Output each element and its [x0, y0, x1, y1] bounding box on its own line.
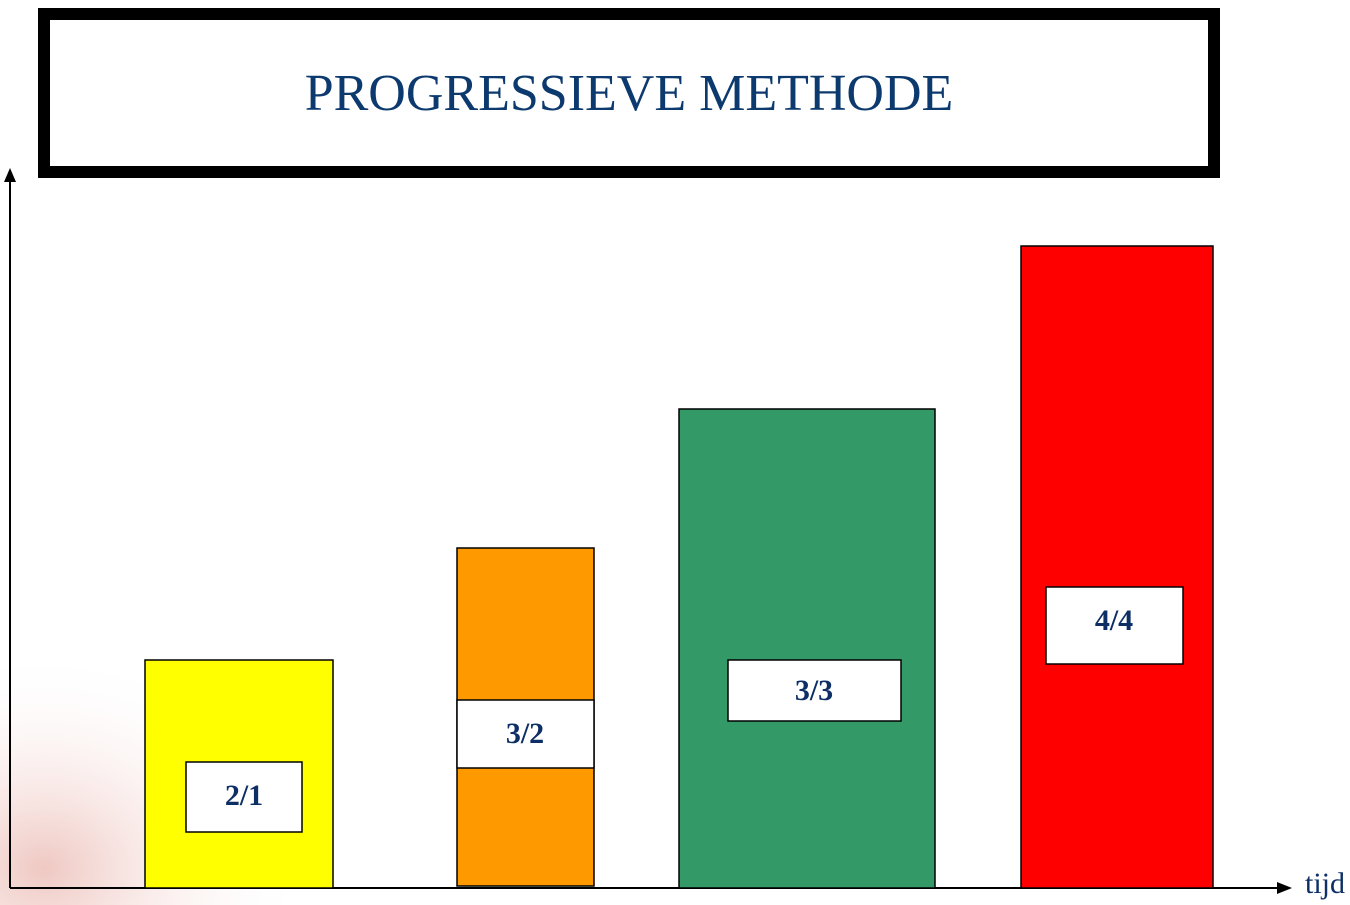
page: PROGRESSIEVE METHODE tijd 2/1 3/2 3/3 4/… — [0, 0, 1350, 905]
block-label: 4/4 — [1095, 604, 1133, 637]
block — [1021, 246, 1213, 888]
block — [679, 409, 935, 888]
slide: PROGRESSIEVE METHODE tijd 2/1 3/2 3/3 4/… — [0, 0, 1350, 905]
y-axis-arrow — [4, 168, 16, 182]
block-label: 2/1 — [225, 779, 263, 812]
title: PROGRESSIEVE METHODE — [305, 65, 954, 122]
x-axis-label: tijd — [1305, 867, 1345, 900]
block-label: 3/2 — [506, 717, 544, 750]
x-axis-arrow — [1277, 882, 1292, 894]
block-label: 3/3 — [795, 674, 833, 707]
